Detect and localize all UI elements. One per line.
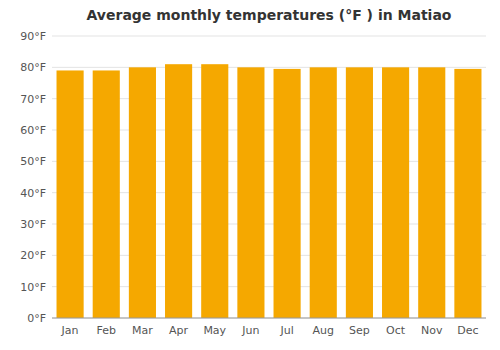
bar	[57, 70, 84, 318]
chart: Average monthly temperatures (°F ) in Ma…	[0, 0, 500, 350]
y-tick-label: 40°F	[20, 187, 46, 200]
y-tick-label: 0°F	[27, 312, 46, 325]
chart-container: Average monthly temperatures (°F ) in Ma…	[0, 0, 500, 350]
bar	[310, 67, 337, 318]
bar	[201, 64, 228, 318]
x-tick-label: Jan	[61, 324, 79, 337]
bar	[274, 69, 301, 318]
x-axis-line	[52, 318, 486, 319]
title: Average monthly temperatures (°F ) in Ma…	[87, 7, 452, 23]
x-tick-label: May	[203, 324, 226, 337]
bar	[382, 67, 409, 318]
x-tick-label: Nov	[421, 324, 443, 337]
x-tick-label: Feb	[97, 324, 116, 337]
bar	[454, 69, 481, 318]
x-tick-label: Jul	[279, 324, 293, 337]
bar	[346, 67, 373, 318]
bar	[93, 70, 120, 318]
bars	[57, 64, 482, 318]
x-tick-label: Aug	[313, 324, 334, 337]
y-grid-line	[52, 36, 486, 37]
x-tick-label: Jun	[241, 324, 259, 337]
grid	[52, 36, 486, 318]
y-tick-label: 90°F	[20, 30, 46, 43]
bar	[418, 67, 445, 318]
y-grid-line	[52, 318, 486, 319]
bar	[165, 64, 192, 318]
x-tick-label: Apr	[169, 324, 189, 337]
bar	[129, 67, 156, 318]
y-tick-label: 50°F	[20, 155, 46, 168]
y-tick-label: 60°F	[20, 124, 46, 137]
x-tick-label: Dec	[457, 324, 478, 337]
y-tick-label: 30°F	[20, 218, 46, 231]
y-tick-label: 20°F	[20, 249, 46, 262]
x-tick-label: Sep	[349, 324, 370, 337]
x-tick-label: Mar	[132, 324, 153, 337]
x-tick-label: Oct	[386, 324, 406, 337]
y-tick-label: 80°F	[20, 61, 46, 74]
y-tick-label: 10°F	[20, 281, 46, 294]
page: {"chart_data": {"type": "bar", "title": …	[0, 0, 500, 350]
bar	[237, 67, 264, 318]
y-tick-label: 70°F	[20, 93, 46, 106]
